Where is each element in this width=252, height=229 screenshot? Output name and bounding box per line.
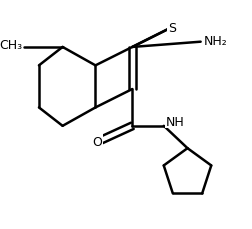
Text: NH: NH	[166, 115, 185, 128]
Text: S: S	[168, 22, 176, 35]
Text: O: O	[92, 136, 102, 148]
Text: CH₃: CH₃	[0, 39, 22, 52]
Text: NH₂: NH₂	[203, 35, 227, 48]
